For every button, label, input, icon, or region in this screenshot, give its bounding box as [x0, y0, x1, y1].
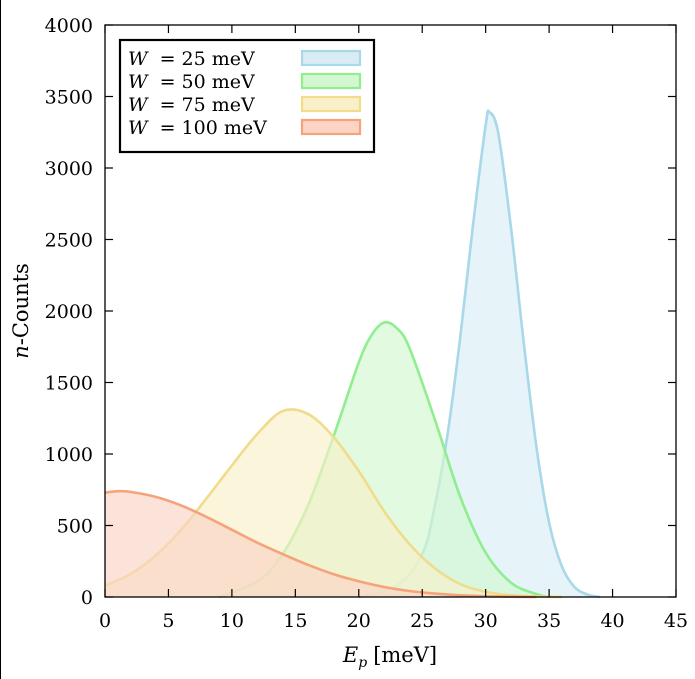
y-tick-label: 2000 — [45, 301, 93, 323]
legend-label-3: W = 75 meV — [128, 94, 255, 116]
legend-swatch-1 — [300, 49, 362, 67]
y-tick-label: 1500 — [45, 373, 93, 395]
axis-ticks: 0 5 10 15 20 25 30 35 40 45 0 500 1000 1500 2000 2500 30… — [45, 15, 688, 632]
x-tick-label: 30 — [474, 610, 498, 632]
x-tick-label: 15 — [283, 610, 307, 632]
x-tick-label: 45 — [664, 610, 688, 632]
y-tick-label: 1000 — [45, 444, 93, 466]
y-tick-label: 500 — [57, 516, 93, 538]
series-4-line — [104, 489, 537, 599]
legend-label-1: W = 25 meV — [128, 48, 255, 70]
legend-swatch-3 — [300, 95, 362, 113]
legend-label-2: W = 50 meV — [128, 71, 255, 93]
y-axis-title: n-Counts — [9, 263, 33, 359]
x-tick-label: 0 — [99, 610, 111, 632]
series-areas — [104, 109, 601, 599]
legend-swatch-4 — [300, 118, 362, 136]
series-4-area — [105, 491, 537, 597]
y-tick-label: 4000 — [45, 15, 93, 37]
x-tick-label: 35 — [537, 610, 561, 632]
y-tick-label: 3500 — [45, 87, 93, 109]
y-tick-label: 3000 — [45, 158, 93, 180]
x-tick-label: 5 — [162, 610, 174, 632]
y-tick-label: 0 — [81, 587, 93, 609]
y-tick-label: 2500 — [45, 230, 93, 252]
x-tick-label: 25 — [410, 610, 434, 632]
x-axis-title: Ep [meV] — [342, 643, 437, 671]
legend-swatch-2 — [300, 72, 362, 90]
x-tick-label: 40 — [600, 610, 624, 632]
legend-label-4: W = 100 meV — [128, 117, 267, 139]
x-tick-label: 10 — [220, 610, 244, 632]
x-tick-label: 20 — [347, 610, 371, 632]
